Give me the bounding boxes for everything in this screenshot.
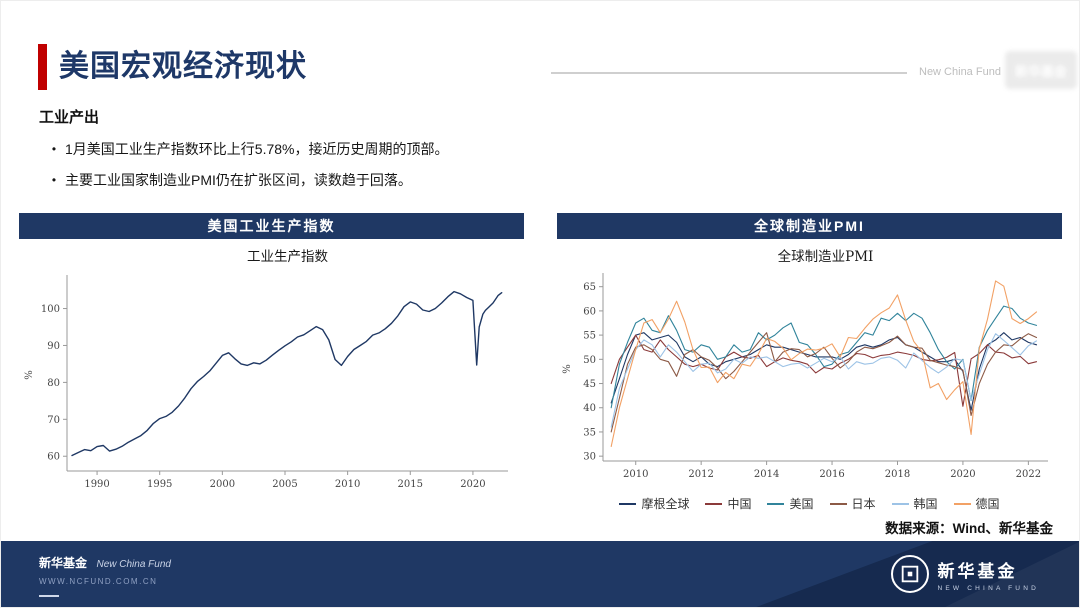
- svg-text:50: 50: [583, 355, 596, 366]
- header-divider-line: [551, 72, 907, 74]
- legend-line-mark: [891, 502, 909, 505]
- svg-text:80: 80: [47, 378, 60, 389]
- footer-brand-en: New China Fund: [96, 559, 171, 570]
- title-accent-bar: [38, 44, 47, 90]
- legend-label: 美国: [789, 497, 814, 511]
- footer-bar: 新华基金 New China Fund WWW.NCFUND.COM.CN 新华…: [1, 541, 1079, 607]
- svg-text:1995: 1995: [147, 479, 172, 490]
- svg-text:30: 30: [583, 452, 596, 463]
- legend-item: 摩根全球: [619, 495, 689, 512]
- legend-label: 中国: [727, 497, 752, 511]
- svg-text:65: 65: [583, 282, 596, 293]
- legend-label: 韩国: [913, 497, 938, 511]
- legend-label: 日本: [851, 497, 876, 511]
- legend-item: 美国: [767, 495, 814, 512]
- industrial-production-chart: 工业生产指数 60 70 80 90 100 1990 1995 2000 2005 2010 201…: [19, 239, 524, 505]
- chart-panel-industrial-production: 美国工业生产指数 工业生产指数 60 70 80 90 100 1990 1995 2000 20…: [19, 213, 524, 505]
- footer-brand-block: 新华基金 New China Fund WWW.NCFUND.COM.CN: [39, 554, 171, 597]
- svg-text:2000: 2000: [210, 479, 235, 490]
- footer-brand-cn: 新华基金: [39, 556, 88, 570]
- legend-label: 摩根全球: [641, 497, 690, 511]
- svg-text:35: 35: [583, 427, 596, 438]
- svg-text:2014: 2014: [754, 469, 779, 480]
- legend-line-mark: [953, 502, 971, 505]
- bullet-dot: •: [51, 142, 57, 156]
- svg-text:1990: 1990: [84, 479, 109, 490]
- bullet-item: • 1月美国工业生产指数环比上行5.78%，接近历史周期的顶部。: [43, 139, 683, 159]
- footer-logo: 新华基金 NEW CHINA FUND: [890, 555, 1040, 593]
- legend-line-mark: [829, 502, 847, 505]
- bullet-list: • 1月美国工业生产指数环比上行5.78%，接近历史周期的顶部。 • 主要工业国…: [43, 139, 683, 201]
- svg-text:2012: 2012: [688, 469, 713, 480]
- bullet-dot: •: [51, 173, 57, 187]
- watermark-text: New China Fund: [919, 66, 1001, 78]
- logo-glyph-icon: [901, 565, 918, 583]
- chart-panel-header: 全球制造业PMI: [557, 213, 1062, 239]
- svg-text:100: 100: [41, 304, 60, 315]
- svg-text:2020: 2020: [460, 479, 485, 490]
- svg-text:2016: 2016: [819, 469, 844, 480]
- svg-text:2010: 2010: [623, 469, 648, 480]
- bullet-text: 主要工业国家制造业PMI仍在扩张区间，读数趋于回落。: [65, 172, 412, 188]
- chart-legend: 摩根全球 中国 美国 日本 韩国 德国: [557, 495, 1062, 512]
- svg-text:工业生产指数: 工业生产指数: [247, 249, 328, 265]
- legend-item: 韩国: [891, 495, 938, 512]
- svg-text:45: 45: [583, 379, 596, 390]
- legend-line-mark: [705, 502, 723, 505]
- legend-label: 德国: [975, 497, 1000, 511]
- svg-text:全球制造业PMI: 全球制造业PMI: [778, 248, 874, 265]
- legend-item: 德国: [953, 495, 1000, 512]
- chart-panel-global-pmi: 全球制造业PMI 全球制造业PMI 30 35 40 45 50 55 60 65 2010 201…: [557, 213, 1062, 512]
- svg-text:%: %: [24, 370, 35, 380]
- svg-text:2010: 2010: [335, 479, 360, 490]
- footer-divider-dash: [39, 595, 59, 597]
- svg-text:2018: 2018: [885, 469, 910, 480]
- company-logo-icon: [890, 555, 929, 593]
- footer-url: WWW.NCFUND.COM.CN: [39, 577, 158, 586]
- svg-text:70: 70: [47, 415, 60, 426]
- legend-item: 日本: [829, 495, 876, 512]
- bullet-text: 1月美国工业生产指数环比上行5.78%，接近历史周期的顶部。: [65, 141, 449, 157]
- legend-item: 中国: [705, 495, 751, 512]
- svg-text:60: 60: [583, 306, 596, 317]
- svg-text:2005: 2005: [272, 479, 297, 490]
- legend-line-mark: [767, 502, 785, 505]
- svg-text:90: 90: [47, 341, 60, 352]
- svg-text:2015: 2015: [398, 479, 423, 490]
- page-title: 美国宏观经济现状: [59, 50, 307, 83]
- svg-text:2020: 2020: [950, 469, 975, 480]
- svg-text:60: 60: [47, 452, 60, 463]
- data-source-note: 数据来源：Wind、新华基金: [885, 521, 1053, 536]
- svg-text:40: 40: [583, 403, 596, 414]
- company-logo-watermark: 新华基金: [1005, 51, 1077, 89]
- logo-text-cn: 新华基金: [937, 561, 1018, 581]
- legend-line-mark: [619, 502, 637, 505]
- svg-text:55: 55: [583, 331, 596, 342]
- bullet-item: • 主要工业国家制造业PMI仍在扩张区间，读数趋于回落。: [43, 170, 683, 190]
- global-pmi-chart: 全球制造业PMI 30 35 40 45 50 55 60 65 2010 2012 2014 2016…: [557, 239, 1062, 491]
- chart-panel-header: 美国工业生产指数: [19, 213, 524, 239]
- logo-text-en: NEW CHINA FUND: [937, 584, 1039, 592]
- section-heading: 工业产出: [39, 109, 100, 126]
- svg-text:2022: 2022: [1016, 469, 1041, 480]
- svg-text:%: %: [562, 364, 573, 374]
